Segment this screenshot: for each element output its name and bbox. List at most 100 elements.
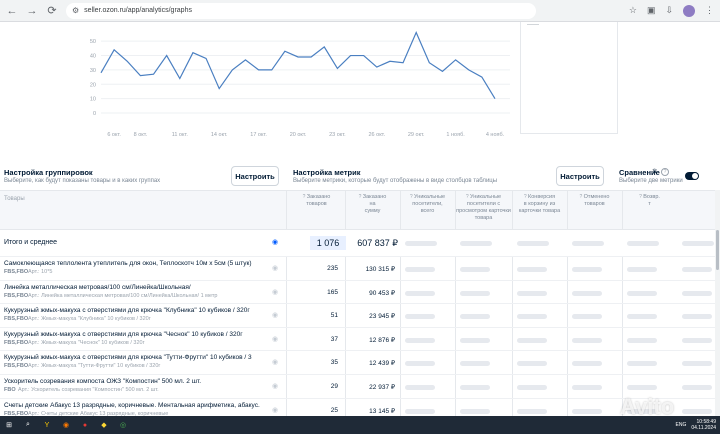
product-name[interactable]: Ускоритель созревания компоста ОЖЗ "Комп… bbox=[4, 378, 202, 385]
help-icon[interactable]: ? bbox=[523, 194, 529, 200]
help-icon[interactable]: ? bbox=[465, 194, 471, 200]
data-point[interactable] bbox=[362, 54, 365, 57]
app-icon-red[interactable]: ● bbox=[82, 421, 88, 429]
help-icon[interactable]: ? bbox=[302, 194, 307, 200]
bookmark-star-icon[interactable]: ☆ bbox=[628, 5, 637, 15]
windows-start-icon[interactable]: ⊞ bbox=[6, 422, 12, 429]
data-point[interactable] bbox=[375, 66, 378, 69]
data-point[interactable] bbox=[191, 51, 194, 54]
comparison-toggle[interactable] bbox=[685, 172, 699, 180]
table-row[interactable]: Самоклеющаяся теплолента утеплитель для … bbox=[0, 257, 715, 281]
hidden-metric-placeholder bbox=[517, 267, 547, 272]
product-name[interactable]: Кукурузный жмых-макуха с отверстиями для… bbox=[4, 354, 252, 362]
lang-indicator[interactable]: ENG bbox=[675, 422, 687, 428]
table-row[interactable]: Ускоритель созревания компоста ОЖЗ "Комп… bbox=[0, 375, 715, 399]
data-point[interactable] bbox=[231, 68, 234, 71]
product-name[interactable]: Счеты детские Абакус 13 разрядные, корич… bbox=[4, 401, 260, 409]
eye-icon[interactable]: ◉ bbox=[272, 406, 279, 414]
table-row[interactable]: Кукурузный жмых-макуха с отверстиями для… bbox=[0, 351, 715, 375]
help-icon[interactable]: ? bbox=[661, 168, 669, 176]
metrics-configure-button[interactable]: Настроить bbox=[556, 166, 604, 186]
forward-icon[interactable]: → bbox=[26, 4, 38, 17]
data-point[interactable] bbox=[257, 68, 260, 71]
eye-icon[interactable]: ◉ bbox=[272, 383, 279, 390]
column-header[interactable]: ? Уникальные посетители, всего bbox=[400, 194, 455, 215]
table-row[interactable]: Кукурузный жмых-макуха с отверстиями для… bbox=[0, 304, 715, 328]
data-point[interactable] bbox=[415, 31, 418, 34]
app-icon-yellow[interactable]: ◆ bbox=[101, 422, 107, 429]
data-point[interactable] bbox=[152, 73, 155, 76]
extensions-icon[interactable]: ▣ bbox=[646, 5, 656, 15]
product-name[interactable]: Кукурузный жмых-макуха с отверстиями для… bbox=[4, 330, 243, 338]
data-point[interactable] bbox=[297, 55, 300, 58]
eye-icon[interactable]: ◉ bbox=[272, 312, 279, 320]
eye-icon[interactable]: ◉ bbox=[272, 359, 279, 367]
data-point[interactable] bbox=[428, 61, 431, 64]
column-header[interactable]: ? Заказано на сумму bbox=[345, 194, 400, 215]
profile-avatar[interactable] bbox=[683, 4, 695, 17]
product-meta: FBO Арт.: Ускоритель созревания "Компости… bbox=[4, 387, 264, 393]
data-point[interactable] bbox=[165, 54, 168, 57]
product-name[interactable]: Линейка металлическая метровая/100 см/Ли… bbox=[4, 283, 191, 291]
metrics-subtitle: Выберите метрики, которые будут отображе… bbox=[293, 178, 498, 184]
site-info-icon[interactable]: ⚙ bbox=[72, 6, 80, 15]
column-header[interactable]: ? Возвр. т bbox=[622, 194, 677, 208]
total-row: Итого и среднее ◉ 1 076 607 837 ₽ bbox=[0, 230, 715, 257]
table-row[interactable]: Кукурузный жмых-макуха с отверстиями для… bbox=[0, 328, 715, 352]
eye-icon[interactable]: ◉ bbox=[272, 288, 279, 296]
column-header[interactable]: ? Отменено товаров bbox=[567, 194, 622, 208]
help-icon[interactable]: ? bbox=[639, 194, 644, 200]
data-point[interactable] bbox=[126, 60, 129, 63]
grouping-configure-button[interactable]: Настроить bbox=[231, 166, 279, 186]
help-icon[interactable]: ? bbox=[579, 194, 584, 200]
data-point[interactable] bbox=[480, 76, 483, 79]
data-point[interactable] bbox=[310, 55, 313, 58]
orders-line-chart: 0 10 20 30 40 50 6 окт. 8 окт. 11 окт. 14 окт. 17 … bbox=[0, 22, 720, 152]
address-bar[interactable]: ⚙ seller.ozon.ru/app/analytics/graphs bbox=[66, 2, 536, 19]
data-point[interactable] bbox=[494, 97, 497, 100]
column-header[interactable]: ? Уникальные посетители с просмотром карто… bbox=[455, 194, 512, 222]
ordered-qty: 165 bbox=[327, 288, 338, 296]
eye-icon[interactable]: ◉ bbox=[272, 335, 279, 343]
data-point[interactable] bbox=[454, 58, 457, 61]
back-icon[interactable]: ← bbox=[6, 4, 18, 17]
data-point[interactable] bbox=[218, 87, 221, 90]
app-icon-orange[interactable]: ◉ bbox=[62, 422, 70, 429]
data-point[interactable] bbox=[323, 45, 326, 48]
yandex-browser-icon[interactable]: Y bbox=[44, 421, 50, 429]
hidden-metric-placeholder bbox=[572, 267, 602, 272]
data-point[interactable] bbox=[283, 50, 286, 53]
clock[interactable]: 10:58:49 04.11.2024 bbox=[691, 419, 716, 431]
product-name[interactable]: Самоклеющаяся теплолента утеплитель для … bbox=[4, 260, 252, 267]
product-name[interactable]: Кукурузный жмых-макуха с отверстиями для… bbox=[4, 307, 250, 315]
data-point[interactable] bbox=[205, 57, 208, 60]
x-tick-label: 11 окт. bbox=[172, 132, 189, 138]
data-point[interactable] bbox=[100, 71, 103, 74]
data-point[interactable] bbox=[178, 77, 181, 80]
column-header[interactable]: ? Конверсия в корзину из карточки товара bbox=[512, 194, 567, 215]
data-point[interactable] bbox=[113, 48, 116, 51]
help-icon[interactable]: ? bbox=[409, 194, 415, 200]
data-point[interactable] bbox=[467, 68, 470, 71]
data-point[interactable] bbox=[336, 67, 339, 70]
help-icon[interactable]: ? bbox=[358, 194, 363, 200]
data-point[interactable] bbox=[244, 58, 247, 61]
data-point[interactable] bbox=[139, 74, 142, 77]
eye-icon[interactable]: ◉ bbox=[272, 265, 279, 272]
reload-icon[interactable]: ⟳ bbox=[47, 4, 57, 17]
data-point[interactable] bbox=[441, 70, 444, 73]
data-point[interactable] bbox=[388, 60, 391, 63]
column-header[interactable]: ? Заказано товаров bbox=[288, 194, 345, 208]
table-row[interactable]: Линейка металлическая метровая/100 см/Ли… bbox=[0, 281, 715, 305]
chrome-icon[interactable]: ◎ bbox=[119, 422, 127, 429]
download-icon[interactable]: ⇩ bbox=[665, 5, 673, 15]
eye-icon[interactable]: ◉ bbox=[272, 239, 279, 246]
data-point[interactable] bbox=[349, 54, 352, 57]
search-icon[interactable]: ⌕ bbox=[26, 421, 30, 428]
scrollbar-thumb[interactable] bbox=[716, 230, 719, 270]
data-point[interactable] bbox=[402, 61, 405, 64]
table-row[interactable]: Счеты детские Абакус 13 разрядные, корич… bbox=[0, 399, 715, 416]
menu-icon[interactable]: ⋮ bbox=[705, 5, 714, 15]
vertical-scrollbar[interactable] bbox=[715, 190, 720, 416]
data-point[interactable] bbox=[270, 68, 273, 71]
